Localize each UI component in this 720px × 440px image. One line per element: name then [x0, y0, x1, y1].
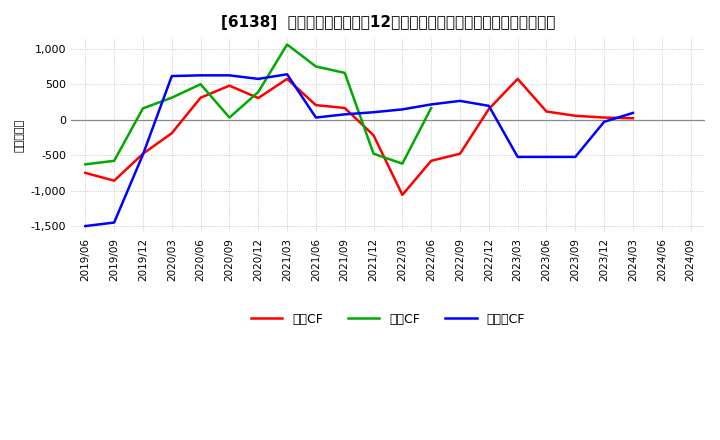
- 営業CF: [600, 115, 608, 120]
- 投賄CF: [139, 106, 148, 111]
- 営業CF: [427, 158, 436, 164]
- フリーCF: [139, 152, 148, 157]
- 投賄CF: [427, 105, 436, 110]
- 営業CF: [197, 95, 205, 100]
- フリーCF: [427, 102, 436, 107]
- 営業CF: [168, 131, 176, 136]
- フリーCF: [571, 154, 580, 160]
- 営業CF: [513, 76, 522, 81]
- 営業CF: [542, 109, 551, 114]
- 投賄CF: [369, 151, 378, 156]
- Title: [6138]  キャッシュフローの12か月移動合計の対前年同期増減額の推移: [6138] キャッシュフローの12か月移動合計の対前年同期増減額の推移: [221, 15, 555, 30]
- フリーCF: [312, 115, 320, 120]
- フリーCF: [600, 119, 608, 125]
- フリーCF: [81, 224, 90, 229]
- 投賄CF: [225, 115, 234, 120]
- フリーCF: [254, 76, 263, 81]
- フリーCF: [485, 103, 493, 109]
- フリーCF: [629, 110, 637, 116]
- フリーCF: [341, 112, 349, 117]
- 投賄CF: [81, 162, 90, 167]
- フリーCF: [168, 73, 176, 79]
- フリーCF: [110, 220, 119, 225]
- 投賄CF: [312, 64, 320, 69]
- 営業CF: [312, 103, 320, 108]
- 営業CF: [254, 95, 263, 101]
- 営業CF: [341, 105, 349, 110]
- Legend: 営業CF, 投賄CF, フリーCF: 営業CF, 投賄CF, フリーCF: [246, 308, 530, 331]
- 営業CF: [485, 106, 493, 112]
- 営業CF: [369, 132, 378, 138]
- 営業CF: [571, 113, 580, 118]
- 営業CF: [398, 192, 407, 198]
- フリーCF: [369, 110, 378, 115]
- 営業CF: [283, 76, 292, 81]
- フリーCF: [283, 72, 292, 77]
- 投賄CF: [197, 81, 205, 87]
- Line: 投賄CF: 投賄CF: [86, 44, 431, 165]
- 営業CF: [139, 151, 148, 156]
- 営業CF: [456, 151, 464, 156]
- Line: フリーCF: フリーCF: [86, 74, 633, 226]
- フリーCF: [513, 154, 522, 160]
- フリーCF: [398, 107, 407, 112]
- 営業CF: [110, 178, 119, 183]
- Line: 営業CF: 営業CF: [86, 79, 633, 195]
- フリーCF: [542, 154, 551, 160]
- Y-axis label: （百万円）: （百万円）: [15, 119, 25, 152]
- 営業CF: [629, 116, 637, 121]
- 投賄CF: [168, 95, 176, 100]
- フリーCF: [225, 73, 234, 78]
- 営業CF: [225, 83, 234, 88]
- 投賄CF: [398, 161, 407, 166]
- フリーCF: [197, 73, 205, 78]
- 投賄CF: [341, 70, 349, 76]
- 投賄CF: [254, 89, 263, 95]
- 投賄CF: [283, 42, 292, 47]
- フリーCF: [456, 98, 464, 103]
- 投賄CF: [110, 158, 119, 164]
- 営業CF: [81, 170, 90, 176]
